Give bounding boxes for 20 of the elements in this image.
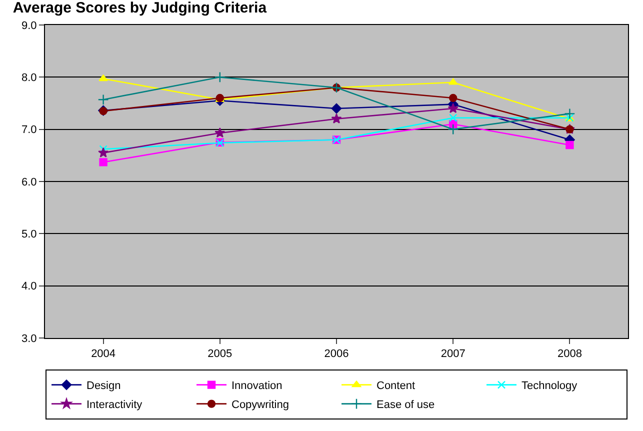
y-tick-label: 8.0	[22, 72, 37, 84]
x-tick-label: 2008	[557, 348, 582, 360]
x-tick-label: 2005	[208, 348, 232, 360]
y-tick-label: 3.0	[22, 332, 37, 345]
x-tick-label: 2006	[324, 348, 349, 360]
legend-label: Interactivity	[86, 399, 143, 412]
x-tick-label: 2007	[440, 348, 466, 360]
chart-title: Average Scores by Judging Criteria	[12, 0, 268, 17]
legend-label: Technology	[522, 380, 578, 392]
y-tick-label: 4.0	[22, 280, 37, 293]
legend-label: Content	[376, 380, 416, 392]
legend-label: Innovation	[232, 380, 282, 392]
y-tick-label: 9.0	[22, 20, 37, 32]
legend-label: Copywriting	[232, 399, 289, 412]
y-tick-label: 5.0	[22, 228, 37, 241]
y-tick-label: 7.0	[22, 124, 37, 136]
y-tick-label: 6.0	[22, 176, 37, 188]
x-tick-label: 2004	[91, 348, 116, 360]
legend-label: Design	[86, 380, 121, 392]
legend-label: Ease of use	[376, 399, 435, 412]
